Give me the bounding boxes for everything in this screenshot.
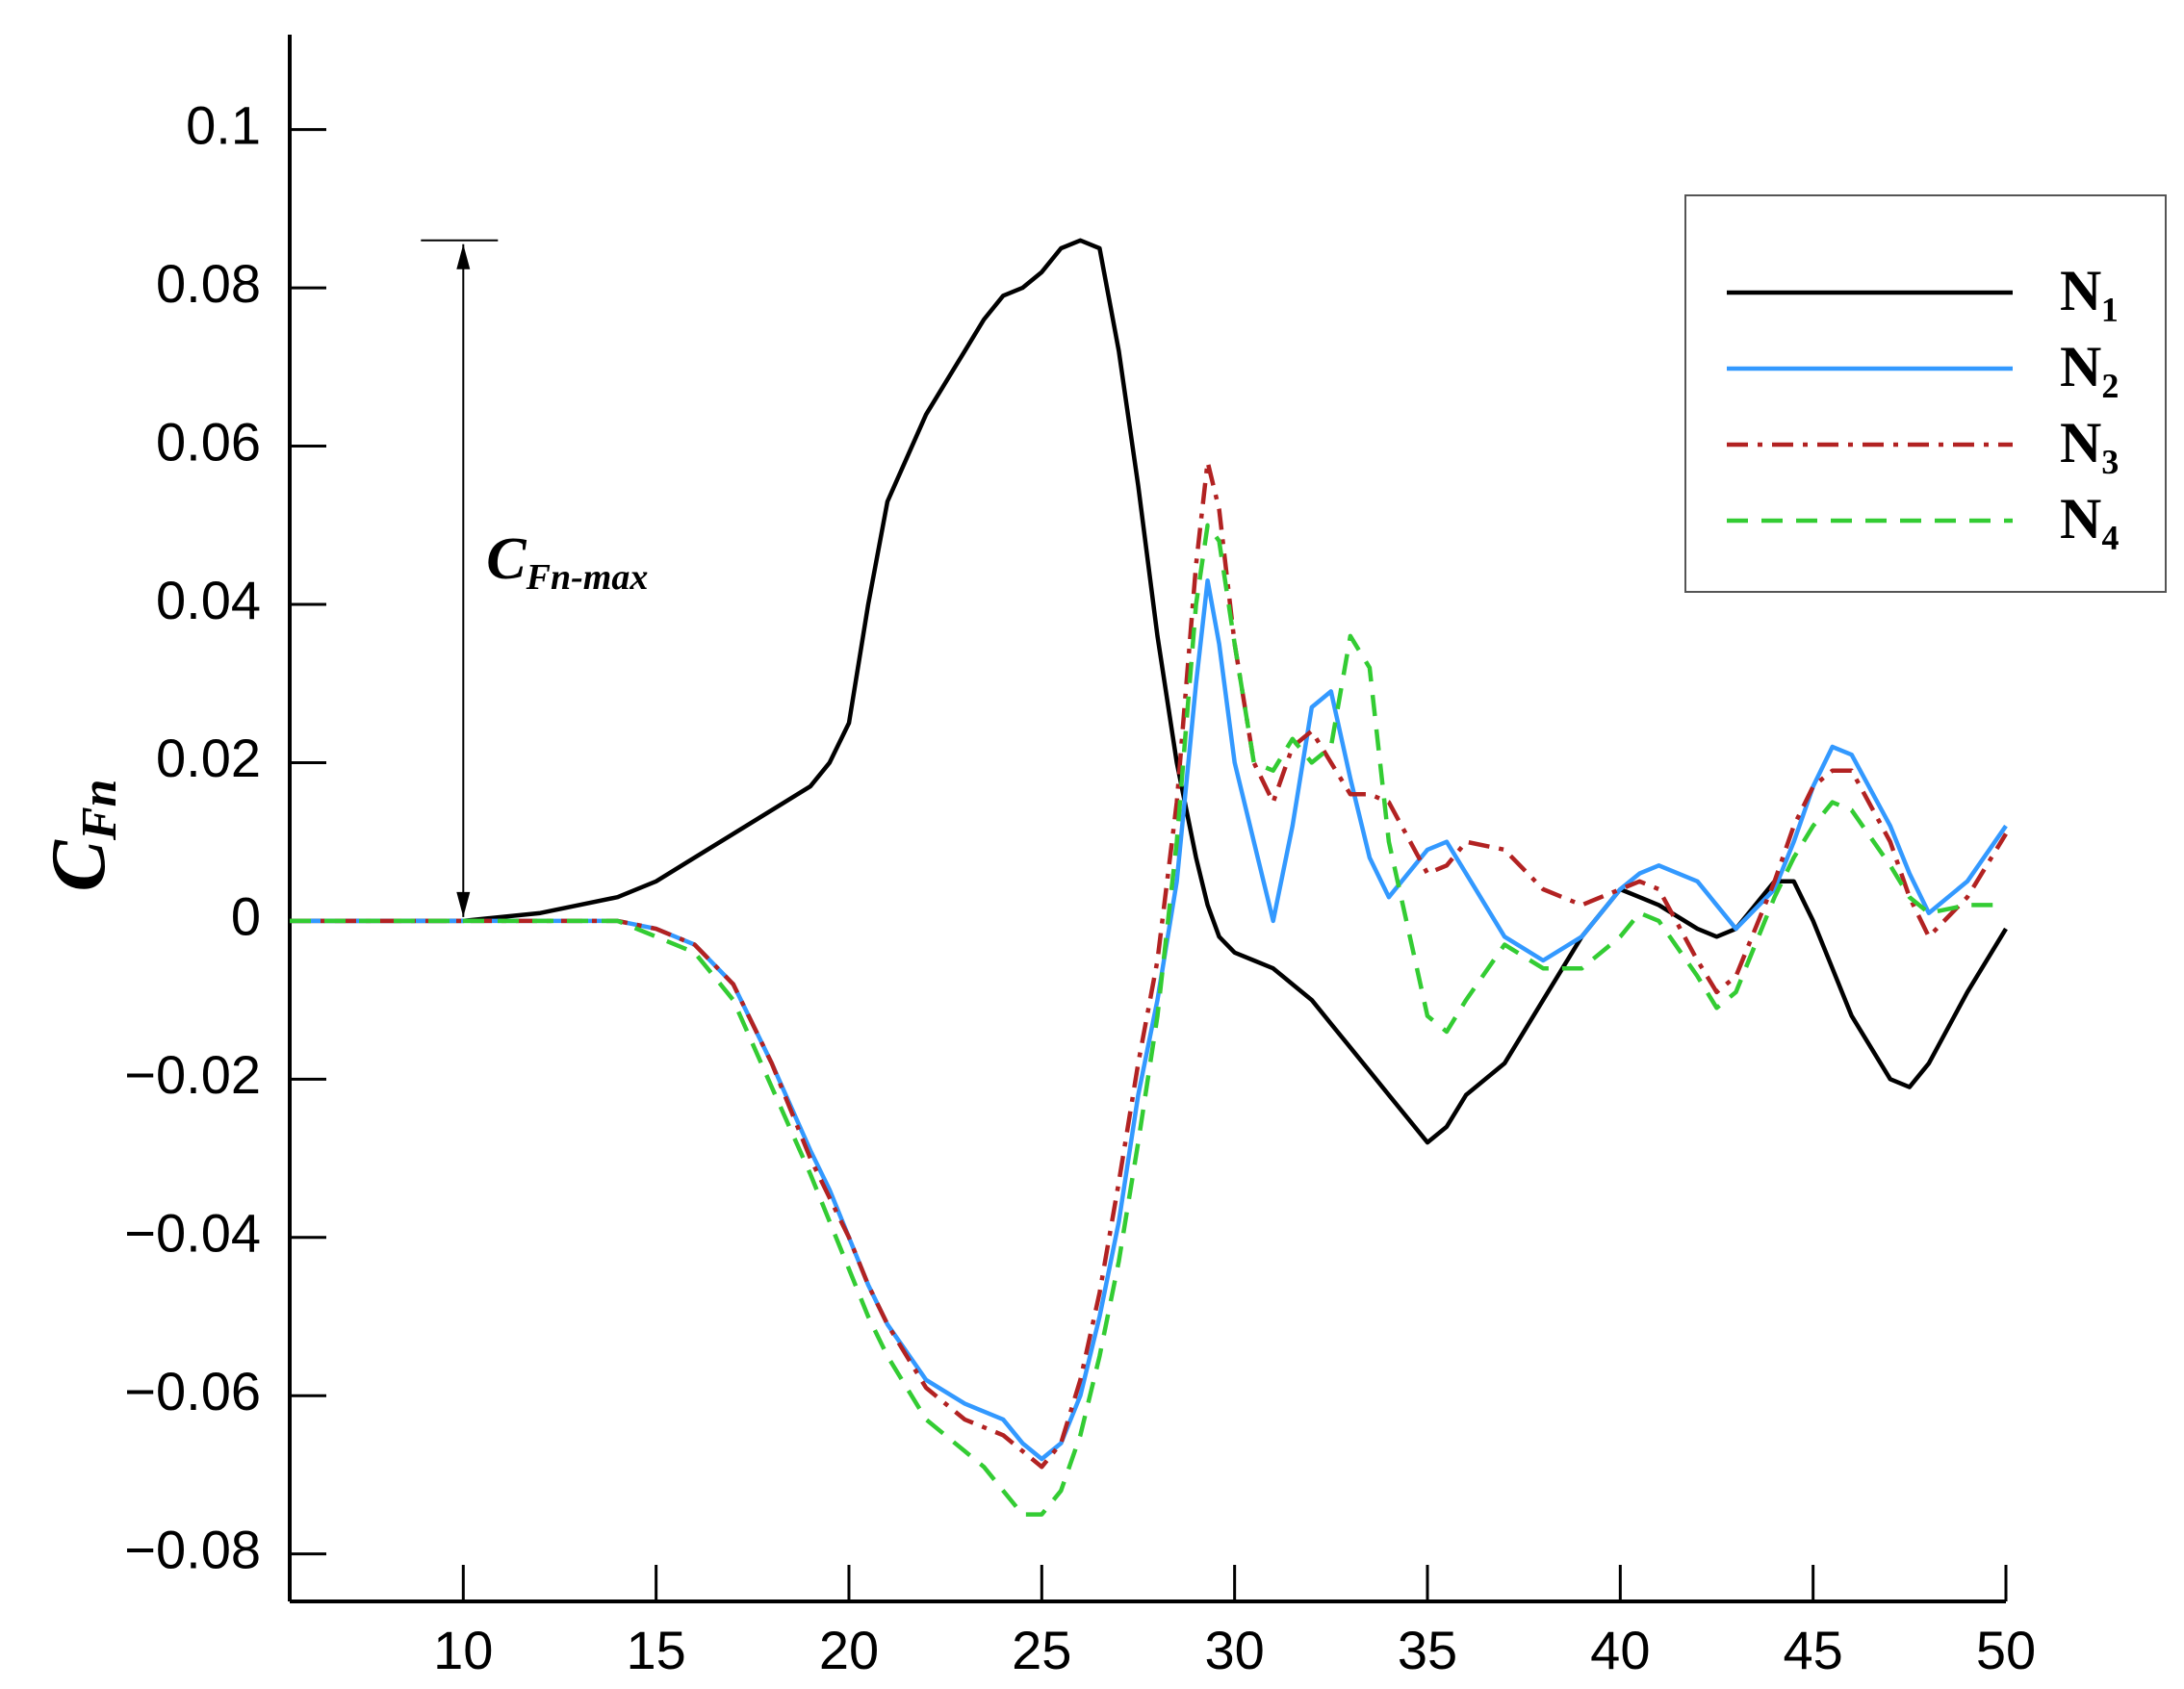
x-tick-label: 10 (433, 1620, 493, 1680)
annotation-sub: Fn-max (526, 557, 649, 598)
x-tick-label: 45 (1784, 1620, 1843, 1680)
y-tick-label: −0.08 (124, 1519, 261, 1579)
y-label-sub: Fn (72, 780, 127, 842)
y-tick-label: 0.08 (156, 253, 261, 314)
y-tick-label: 0.06 (156, 411, 261, 472)
legend-label: N₂ (2060, 335, 2119, 398)
x-tick-label: 25 (1012, 1620, 1071, 1680)
annotation-main: C (486, 526, 527, 592)
x-tick-label: 35 (1398, 1620, 1457, 1680)
x-tick-label: 50 (1976, 1620, 2036, 1680)
y-axis-label: CFn (37, 780, 127, 892)
series-line (290, 523, 2006, 1517)
x-tick-label: 20 (819, 1620, 879, 1680)
x-tick-label: 15 (626, 1620, 685, 1680)
legend-label: N₃ (2060, 411, 2119, 474)
arrow-head (456, 891, 471, 917)
series-line (290, 578, 2008, 1462)
y-tick-label: 0.1 (186, 94, 261, 155)
y-tick-label: −0.02 (124, 1044, 261, 1105)
y-tick-label: 0.02 (156, 728, 261, 788)
series-line (290, 459, 2008, 1470)
x-tick-label: 30 (1205, 1620, 1265, 1680)
y-tick-label: 0 (231, 886, 261, 947)
legend-box (1684, 194, 2167, 593)
legend-label: N₄ (2060, 487, 2119, 550)
y-tick-label: 0.04 (156, 570, 261, 630)
arrow-head (456, 243, 471, 269)
y-label-main: C (37, 838, 121, 891)
y-tick-label: −0.04 (124, 1203, 261, 1264)
y-tick-label: −0.06 (124, 1361, 261, 1421)
x-tick-label: 40 (1590, 1620, 1650, 1680)
legend-label: N₁ (2060, 259, 2119, 322)
annotation-label: CFn-max (486, 526, 648, 597)
